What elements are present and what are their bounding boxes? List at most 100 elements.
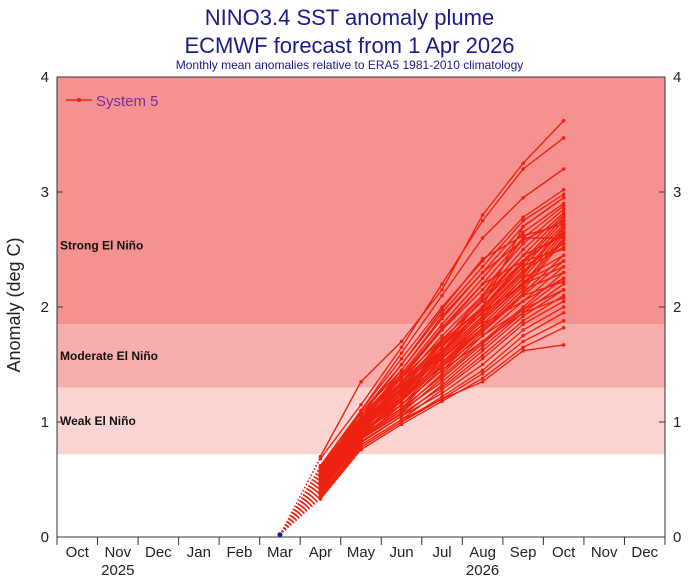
member-43-point-1 xyxy=(359,436,363,440)
member-43-point-6 xyxy=(561,296,566,300)
member-49-point-2 xyxy=(399,392,404,397)
member-44-point-1 xyxy=(359,420,363,424)
x-tick-label-5: Mar xyxy=(267,544,293,561)
member-1-point-6 xyxy=(561,136,566,140)
y-tick-label-left-2: 2 xyxy=(41,299,49,316)
member-29-point-6 xyxy=(561,305,566,309)
member-50-point-1 xyxy=(359,424,363,429)
member-39-point-6 xyxy=(561,287,566,292)
member-2-point-2 xyxy=(399,351,404,355)
year-label-0: 2025 xyxy=(101,562,134,579)
member-12-initial-segment xyxy=(279,479,321,535)
member-46-point-2 xyxy=(399,376,404,381)
member-47-point-5 xyxy=(521,287,525,292)
y-tick-label-left-1: 1 xyxy=(41,414,49,431)
x-tick-label-6: Apr xyxy=(309,544,332,561)
start-point xyxy=(277,532,283,538)
member-0-point-1 xyxy=(359,379,363,384)
member-0-point-5 xyxy=(521,161,525,166)
year-label-1: 2026 xyxy=(466,562,499,579)
member-44-point-6 xyxy=(561,241,566,246)
member-40-initial-segment xyxy=(279,470,321,535)
member-41-initial-segment xyxy=(279,465,321,535)
member-8-point-4 xyxy=(480,287,485,292)
axes: 0 0 1 1 2 2 3 3 4 4 Oct Nov Dec Jan Feb Mar Apr May Jun Jul… xyxy=(41,69,682,579)
member-2-point-3 xyxy=(440,293,444,298)
member-46-point-0 xyxy=(318,470,323,475)
member-43-point-2 xyxy=(399,402,404,407)
member-41-point-3 xyxy=(440,307,444,312)
member-1-point-4 xyxy=(480,218,485,223)
member-1-point-1 xyxy=(359,402,363,407)
member-49-point-6 xyxy=(561,259,566,263)
y-tick-label-right-4: 4 xyxy=(673,69,681,86)
member-50-point-5 xyxy=(521,268,525,273)
member-23-initial-segment xyxy=(279,489,321,536)
x-tick-label-10: Aug xyxy=(469,544,496,561)
y-tick-label-right-3: 3 xyxy=(673,184,681,201)
member-35-initial-segment xyxy=(279,473,321,535)
member-11-initial-segment xyxy=(279,478,321,535)
member-48-point-4 xyxy=(480,296,485,300)
member-27-point-4 xyxy=(480,353,485,358)
member-46-point-5 xyxy=(521,259,525,263)
member-29-point-2 xyxy=(399,414,404,419)
member-42-point-5 xyxy=(521,293,525,298)
member-1-point-0 xyxy=(318,457,323,461)
member-0-point-2 xyxy=(399,339,404,344)
chart-subtitle: ECMWF forecast from 1 Apr 2026 xyxy=(184,33,515,58)
member-33-point-5 xyxy=(521,348,525,353)
member-34-point-5 xyxy=(521,224,525,229)
member-33-point-1 xyxy=(359,445,363,450)
member-33-initial-segment xyxy=(279,496,321,536)
member-37-point-6 xyxy=(561,264,566,269)
x-tick-label-3: Jan xyxy=(187,544,211,561)
x-tick-label-1: Nov xyxy=(104,544,131,561)
member-46-point-6 xyxy=(561,230,566,235)
member-46-point-3 xyxy=(440,337,444,342)
member-41-point-4 xyxy=(480,256,485,261)
member-0-initial-segment xyxy=(279,456,321,535)
band-0 xyxy=(57,77,665,325)
member-34-point-6 xyxy=(561,195,566,200)
member-39-point-4 xyxy=(480,333,485,338)
member-30-point-5 xyxy=(521,333,525,338)
member-43-point-0 xyxy=(318,486,323,491)
member-47-point-3 xyxy=(440,360,444,365)
member-29-point-3 xyxy=(440,391,444,396)
member-27-point-5 xyxy=(521,319,525,323)
y-tick-label-left-0: 0 xyxy=(41,529,49,546)
member-24-point-3 xyxy=(440,376,444,381)
member-45-point-6 xyxy=(561,253,566,258)
member-29-point-5 xyxy=(521,328,525,332)
member-44-point-4 xyxy=(480,305,485,309)
member-4-point-6 xyxy=(561,192,566,197)
member-33-point-3 xyxy=(440,397,444,401)
y-axis-label: Anomaly (deg C) xyxy=(4,237,24,372)
member-33-point-6 xyxy=(561,343,566,347)
member-43-point-5 xyxy=(521,310,525,315)
member-0-point-3 xyxy=(440,287,444,292)
member-7-point-6 xyxy=(561,204,566,208)
member-45-point-5 xyxy=(521,276,525,281)
x-tick-label-12: Oct xyxy=(552,544,576,561)
chart-title: NINO3.4 SST anomaly plume xyxy=(204,5,495,30)
member-36-initial-segment xyxy=(279,467,321,535)
x-tick-label-14: Dec xyxy=(631,544,658,561)
band-1 xyxy=(57,324,665,388)
member-1-initial-segment xyxy=(279,458,321,535)
member-1-point-3 xyxy=(440,282,444,286)
member-46-point-4 xyxy=(480,299,485,304)
member-26-point-4 xyxy=(480,348,485,353)
member-2-point-5 xyxy=(521,195,525,200)
band-label-1: Moderate El Niño xyxy=(60,349,158,363)
member-9-point-5 xyxy=(521,247,525,252)
x-tick-label-11: Sep xyxy=(510,544,537,561)
ensemble-members xyxy=(277,118,566,538)
member-13-initial-segment xyxy=(279,479,321,535)
member-38-point-6 xyxy=(561,276,566,281)
legend: System 5 xyxy=(66,93,159,110)
member-28-point-4 xyxy=(480,356,485,361)
